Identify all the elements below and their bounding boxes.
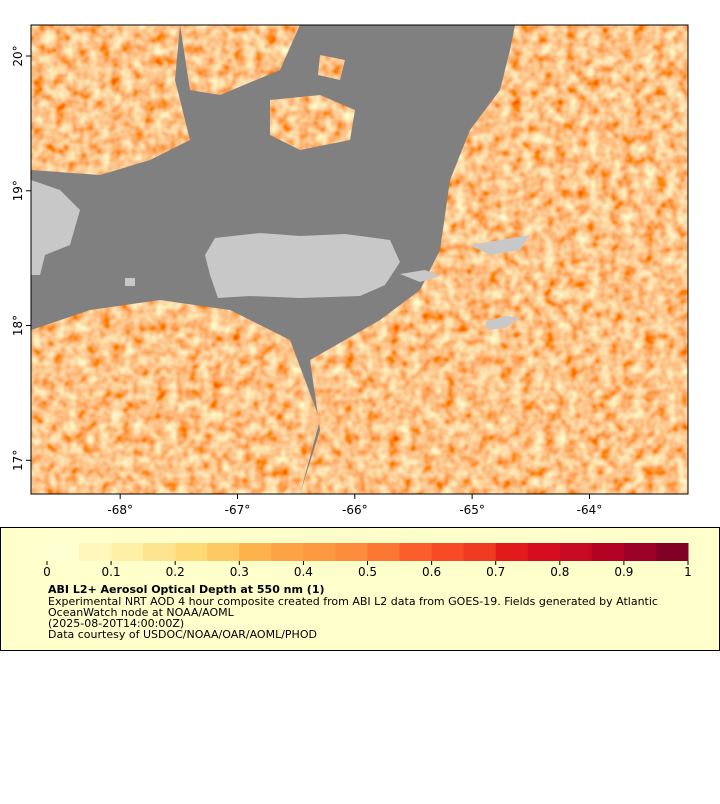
colorbar-swatch	[207, 543, 240, 561]
map-frame	[30, 24, 689, 495]
land-island	[125, 278, 135, 286]
colorbar-tick-label: 0.9	[614, 565, 633, 579]
colorbar-swatch	[303, 543, 336, 561]
colorbar-tick-label: 1	[684, 565, 692, 579]
colorbar-swatch	[79, 543, 112, 561]
x-tick-label: -64°	[577, 503, 603, 517]
colorbar-tick-label: 0	[43, 565, 51, 579]
colorbar-tick-label: 0.2	[166, 565, 185, 579]
caption-title: ABI L2+ Aerosol Optical Depth at 550 nm …	[48, 583, 325, 596]
colorbar-swatch	[367, 543, 401, 561]
colorbar-swatch	[559, 543, 593, 561]
y-tick-label: 20°	[11, 45, 25, 66]
y-tick-label: 18°	[11, 315, 25, 336]
colorbar-swatch	[47, 543, 80, 561]
colorbar-swatch	[143, 543, 176, 561]
land-island	[400, 270, 440, 282]
x-tick-label: -66°	[342, 503, 368, 517]
caption-line: Data courtesy of USDOC/NOAA/OAR/AOML/PHO…	[48, 628, 317, 641]
colorbar-swatch	[431, 543, 465, 561]
land-island	[470, 235, 530, 255]
colorbar-swatch	[463, 543, 497, 561]
x-tick-label: -67°	[225, 503, 251, 517]
colorbar-swatch	[655, 543, 689, 561]
colorbar-tick-label: 0.7	[486, 565, 505, 579]
colorbar-tick-label: 0.6	[422, 565, 441, 579]
colorbar-swatch	[111, 543, 144, 561]
colorbar-tick-label: 0.1	[102, 565, 121, 579]
caption-line: (2025-08-20T14:00:00Z)	[48, 617, 184, 630]
colorbar-tick-label: 0.4	[294, 565, 313, 579]
colorbar-tick-label: 0.5	[358, 565, 377, 579]
axes: -68° -67° -66° -65° -64° 17° 18° 19° 20°	[11, 45, 602, 517]
colorbar-swatch	[591, 543, 625, 561]
colorbar-swatch	[399, 543, 433, 561]
x-tick-label: -68°	[107, 503, 133, 517]
colorbar-swatch	[271, 543, 304, 561]
caption-line: Experimental NRT AOD 4 hour composite cr…	[48, 595, 658, 608]
colorbar-swatch	[495, 543, 529, 561]
land-puerto-rico	[205, 233, 400, 298]
colorbar-swatch	[335, 543, 368, 561]
land-island	[485, 316, 520, 330]
colorbar-tick-label: 0.3	[230, 565, 249, 579]
caption-line: OceanWatch node at NOAA/AOML	[48, 606, 235, 619]
map-image	[31, 25, 688, 494]
land-hispaniola	[31, 180, 80, 275]
y-tick-label: 17°	[11, 450, 25, 471]
colorbar-swatch	[527, 543, 561, 561]
colorbar: 0 0.1 0.2 0.3 0.4 0.5 0.6 0.7 0.8 0.9 1	[43, 543, 692, 579]
colorbar-swatch	[175, 543, 208, 561]
y-tick-label: 19°	[11, 180, 25, 201]
aod-field	[31, 25, 688, 494]
x-tick-label: -65°	[459, 503, 485, 517]
colorbar-swatch	[239, 543, 272, 561]
colorbar-swatch	[623, 543, 657, 561]
colorbar-tick-label: 0.8	[550, 565, 569, 579]
